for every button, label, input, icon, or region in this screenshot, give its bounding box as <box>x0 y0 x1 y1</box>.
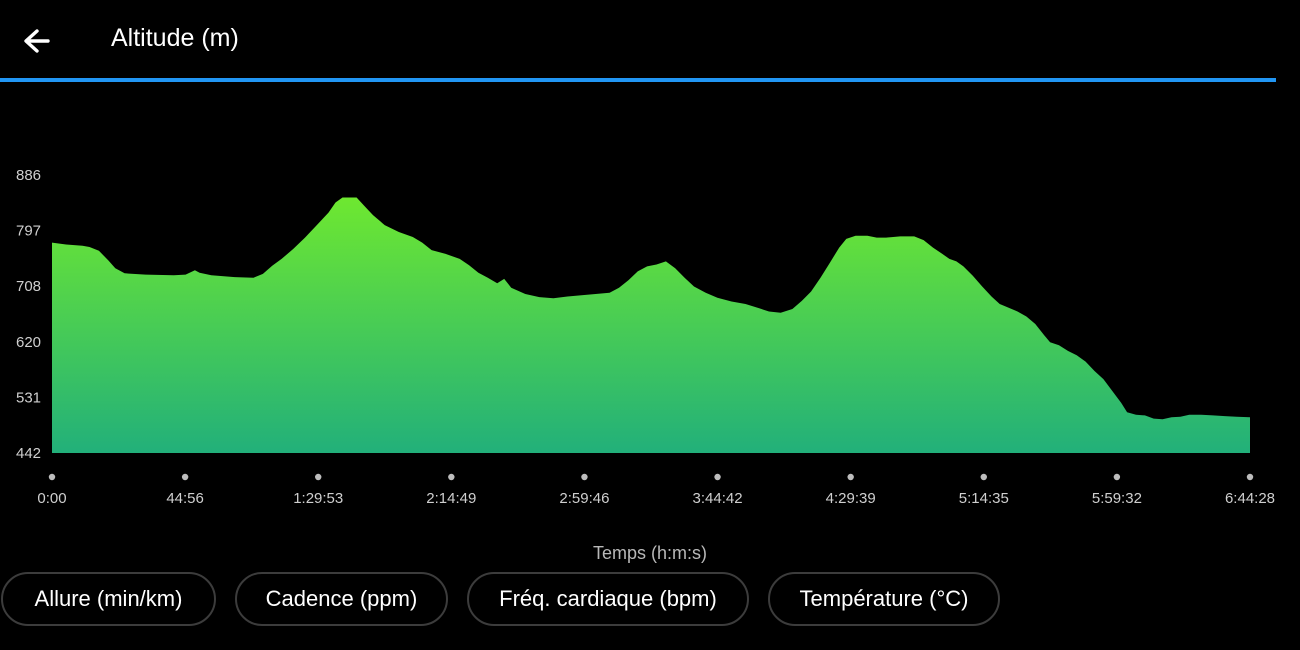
altitude-area-series <box>52 197 1250 453</box>
x-tick-dot <box>581 473 588 481</box>
y-tick-label: 531 <box>16 389 41 406</box>
y-tick-label: 708 <box>16 278 41 295</box>
x-axis-label: Temps (h:m:s) <box>592 543 707 563</box>
x-tick-dot <box>48 473 56 481</box>
x-axis-ticks: 0:00 44:56 1:29:53 2:14:49 2:59:46 3:44:42 4:2… <box>37 473 1275 507</box>
page-title: Altitude (m) <box>111 24 239 52</box>
x-tick-label: 3:44:42 <box>693 490 743 507</box>
x-tick-label: 2:14:49 <box>426 490 476 507</box>
temperature-button[interactable]: Température (°C) <box>768 572 1000 626</box>
x-tick-dot <box>714 473 721 481</box>
pace-button[interactable]: Allure (min/km) <box>1 572 216 626</box>
x-tick-label: 5:14:35 <box>959 490 1009 507</box>
heart-rate-button[interactable]: Fréq. cardiaque (bpm) <box>467 572 749 626</box>
altitude-chart: 886 797 708 620 531 442 0:00 44:56 1:29:53 2:14:… <box>16 167 1275 507</box>
app-header: Altitude (m) <box>0 0 1300 82</box>
x-tick-dot <box>448 473 455 481</box>
y-tick-label: 886 <box>16 167 41 184</box>
x-tick-label: 4:29:39 <box>826 490 876 507</box>
x-tick-dot <box>1113 473 1121 481</box>
x-tick-dot <box>1246 473 1254 481</box>
x-tick-dot <box>181 473 189 481</box>
cadence-button[interactable]: Cadence (ppm) <box>235 572 448 626</box>
x-tick-dot <box>847 473 854 481</box>
back-button[interactable] <box>18 22 58 62</box>
header-accent-line <box>0 78 1276 82</box>
x-tick-dot <box>980 473 987 481</box>
y-tick-label: 620 <box>16 334 41 351</box>
y-tick-label: 442 <box>16 445 41 462</box>
y-axis-ticks: 886 797 708 620 531 442 <box>16 167 41 462</box>
y-tick-label: 797 <box>16 223 41 240</box>
altitude-area <box>52 197 1250 453</box>
x-tick-dot <box>315 473 322 481</box>
x-tick-label: 44:56 <box>166 490 204 507</box>
x-tick-label: 2:59:46 <box>559 490 609 507</box>
arrow-left-icon <box>24 29 50 53</box>
x-tick-label: 0:00 <box>37 490 66 507</box>
x-tick-label: 6:44:28 <box>1225 490 1275 507</box>
x-tick-label: 1:29:53 <box>293 490 343 507</box>
x-tick-label: 5:59:32 <box>1092 490 1142 507</box>
